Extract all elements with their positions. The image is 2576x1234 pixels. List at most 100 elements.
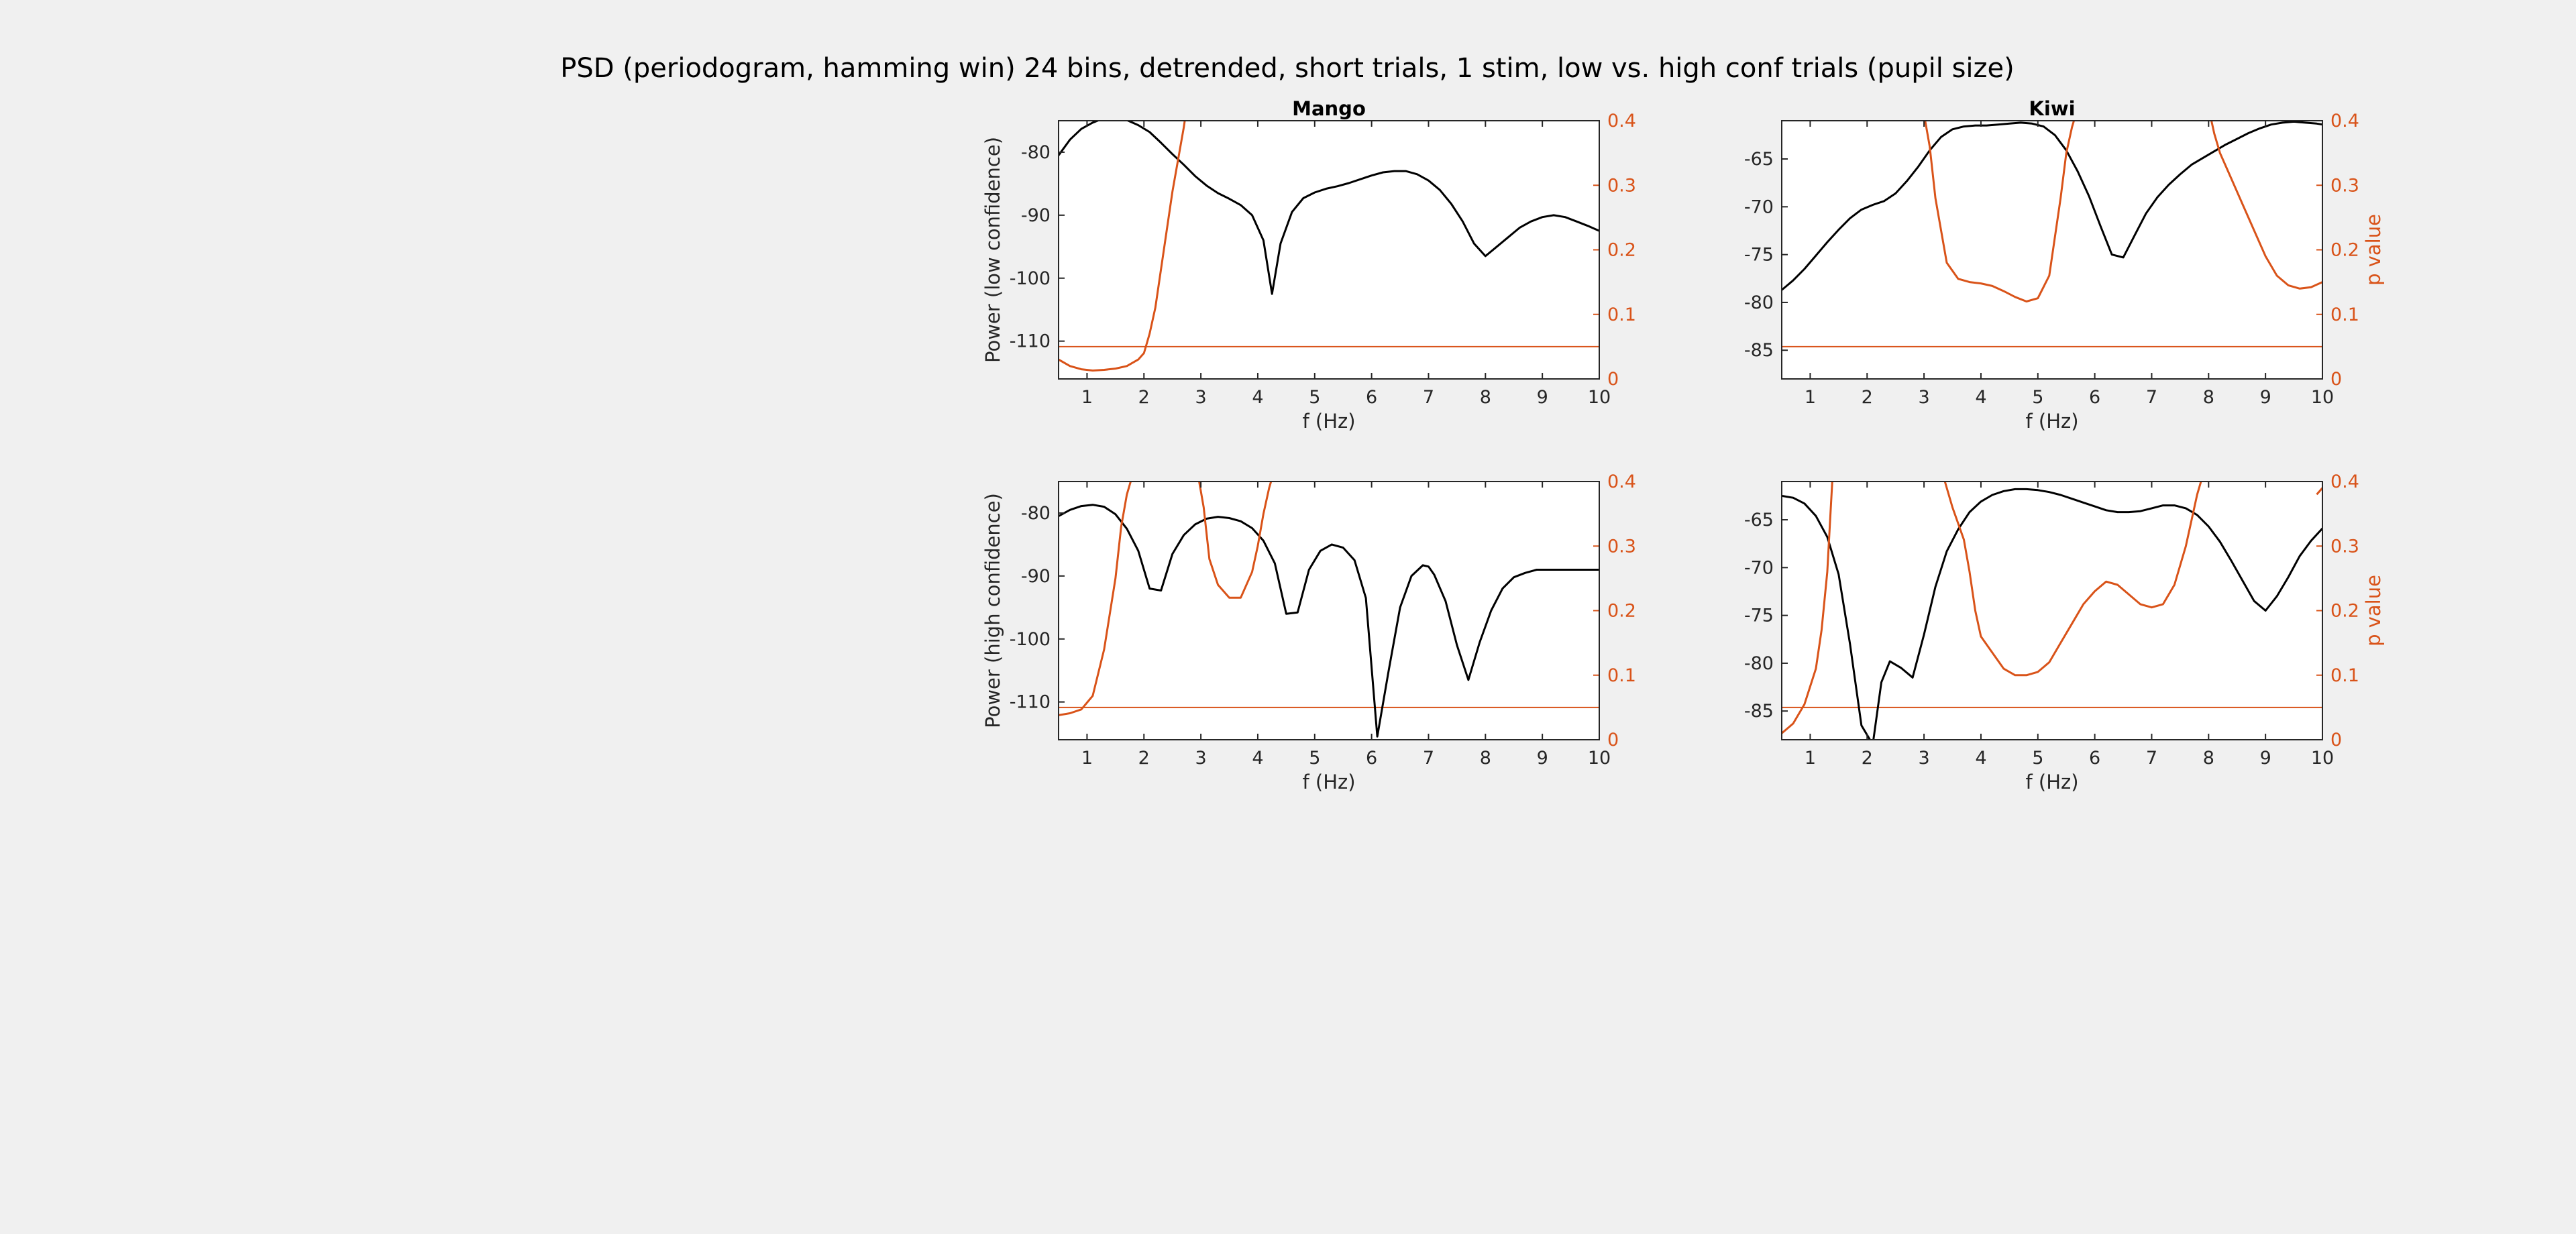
y-tick-label: -75 (1744, 606, 1774, 626)
plot-area (1059, 121, 1599, 372)
y-tick-label: -70 (1744, 197, 1774, 217)
x-axis-label: f (Hz) (1302, 410, 1355, 433)
axes-marks: 1 2 3 4 5 6 7 8 9 10 -110 -100 -90 -80 0 0.1 0.2 0.3 0.4 (1010, 111, 1636, 408)
y-tick-label-right: 0.4 (1607, 111, 1636, 131)
y-axis-label: Power (low confidence) (981, 137, 1004, 363)
power-line (1059, 121, 1599, 295)
pvalue-line (1059, 482, 1132, 716)
y-tick-label: -100 (1010, 629, 1051, 650)
power-line (1782, 121, 2322, 291)
y-tick-label-right: 0 (1607, 369, 1619, 390)
axes-frame (1781, 120, 2323, 380)
y-axis-label-right: p value (2362, 575, 2385, 647)
x-tick-label: 3 (1195, 387, 1207, 408)
panel-title: Mango (1292, 97, 1366, 120)
panel-title: Kiwi (2029, 97, 2075, 120)
y-tick-label-right: 0.2 (1607, 601, 1636, 622)
y-axis-label-right: p value (2362, 214, 2385, 286)
y-tick-label: -85 (1744, 340, 1774, 361)
x-tick-label: 5 (1309, 748, 1320, 769)
power-line (1782, 488, 2322, 740)
y-tick-label: -90 (1021, 566, 1051, 587)
x-tick-label: 7 (2146, 387, 2157, 408)
x-axis-label: f (Hz) (2025, 771, 2078, 793)
y-tick-label: -65 (1744, 149, 1774, 170)
x-tick-label: 4 (1975, 748, 1986, 769)
x-tick-label: 9 (2260, 748, 2271, 769)
y-tick-label-right: 0.2 (1607, 240, 1636, 261)
plot-area (1059, 482, 1599, 738)
x-tick-label: 4 (1252, 748, 1263, 769)
y-tick-label-right: 0.3 (1607, 175, 1636, 196)
x-tick-label: 8 (1480, 748, 1491, 769)
x-tick-label: 2 (1862, 748, 1873, 769)
x-tick-label: 2 (1138, 748, 1150, 769)
x-tick-label: 6 (1366, 748, 1377, 769)
x-tick-label: 10 (2311, 748, 2334, 769)
x-tick-label: 10 (1588, 748, 1611, 769)
y-tick-label-right: 0.1 (2330, 304, 2359, 325)
x-tick-label: 5 (2032, 748, 2043, 769)
y-axis-label: Power (high confidence) (981, 493, 1004, 728)
axes-frame (1781, 481, 2323, 740)
x-tick-label: 1 (1081, 387, 1093, 408)
y-tick-label: -100 (1010, 268, 1051, 289)
x-tick-label: 8 (1480, 387, 1491, 408)
y-tick-label-right: 0.1 (1607, 665, 1636, 686)
y-tick-label-right: 0.2 (2330, 601, 2359, 622)
axes-marks: 1 2 3 4 5 6 7 8 9 10 -110 -100 -90 -80 0 0.1 0.2 0.3 0.4 (1010, 471, 1636, 769)
pvalue-line (1943, 482, 2202, 677)
panel-kiwi-low: 1 2 3 4 5 6 7 8 9 10-85-80-75-70-6500.10.20.30.4 … (1744, 97, 2385, 433)
y-tick-label-right: 0.4 (1607, 471, 1636, 492)
x-tick-label: 7 (1423, 387, 1434, 408)
plot-area (1782, 482, 2322, 740)
y-tick-label: -85 (1744, 701, 1774, 722)
x-tick-label: 9 (2260, 387, 2271, 408)
y-tick-label: -70 (1744, 557, 1774, 578)
panel-mango-low: 1 2 3 4 5 6 7 8 9 10 -110 -100 -90 -80 0 0.1 0.2 0.3 0.4 M… (981, 97, 1636, 433)
x-tick-label: 3 (1919, 748, 1930, 769)
x-axis-label: f (Hz) (2025, 410, 2078, 433)
y-tick-label-right: 0.1 (2330, 665, 2359, 686)
y-tick-label-right: 0.4 (2330, 111, 2359, 131)
x-tick-label: 10 (2311, 387, 2334, 408)
x-tick-label: 5 (1309, 387, 1320, 408)
panel-mango-high: 1 2 3 4 5 6 7 8 9 10 -110 -100 -90 -80 0 0.1 0.2 0.3 0.4 f… (981, 471, 1636, 793)
pvalue-line (2316, 487, 2322, 496)
y-tick-label-right: 0.3 (1607, 536, 1636, 557)
x-tick-label: 6 (2089, 387, 2100, 408)
y-tick-label: -65 (1744, 510, 1774, 530)
y-tick-label-right: 0.3 (2330, 175, 2359, 196)
y-tick-label: -80 (1744, 292, 1774, 313)
x-tick-label: 2 (1138, 387, 1150, 408)
y-tick-label-right: 0 (2330, 369, 2342, 390)
y-tick-label: -75 (1744, 245, 1774, 266)
x-tick-label: 4 (1252, 387, 1263, 408)
x-tick-label: 10 (1588, 387, 1611, 408)
axes-marks: 1 2 3 4 5 6 7 8 9 10 -85 -80 -75 -70 -65 0 0.1 0.2 0.3 0.4 (1744, 111, 2359, 408)
x-tick-label: 9 (1537, 748, 1548, 769)
y-tick-label-right: 0 (1607, 730, 1619, 750)
plot-area (1782, 121, 2322, 347)
y-tick-label-right: 0 (2330, 730, 2342, 750)
x-tick-label: 1 (1805, 748, 1816, 769)
x-tick-label: 2 (1862, 387, 1873, 408)
y-tick-label-right: 0.4 (2330, 471, 2359, 492)
figure-title: PSD (periodogram, hamming win) 24 bins, … (560, 53, 2015, 84)
x-tick-label: 9 (1537, 387, 1548, 408)
axes-background (1059, 482, 1599, 740)
axes-frame (1058, 120, 1600, 380)
panel-kiwi-high: 1 2 3 4 5 6 7 8 9 10-85-80-75-70-6500.10.20.30.4 … (1744, 471, 2385, 793)
x-tick-label: 1 (1805, 387, 1816, 408)
pvalue-line (2210, 121, 2322, 290)
pvalue-line (1059, 121, 1186, 372)
x-tick-label: 8 (2203, 748, 2214, 769)
y-tick-label: -80 (1021, 142, 1051, 163)
x-tick-label: 6 (2089, 748, 2100, 769)
y-tick-label: -90 (1021, 205, 1051, 226)
pvalue-line (1924, 121, 2076, 302)
y-tick-label: -110 (1010, 692, 1051, 713)
x-tick-label: 1 (1081, 748, 1093, 769)
pvalue-line (1782, 482, 1833, 734)
axes-background (1782, 482, 2322, 740)
